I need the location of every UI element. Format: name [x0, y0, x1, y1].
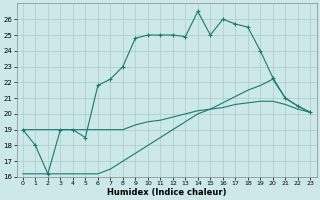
X-axis label: Humidex (Indice chaleur): Humidex (Indice chaleur) [107, 188, 226, 197]
